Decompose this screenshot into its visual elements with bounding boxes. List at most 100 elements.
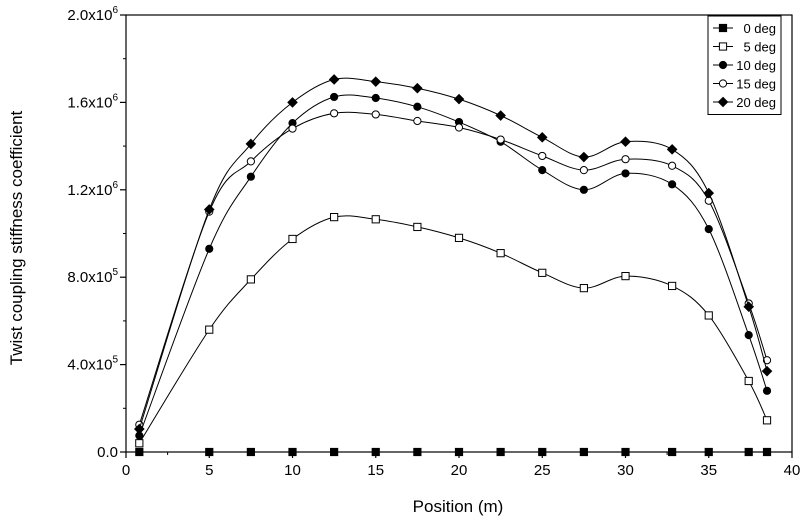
data-point [371, 215, 380, 224]
data-point [413, 116, 422, 126]
y-tick-label: 4.0x105 [67, 355, 118, 374]
data-point [330, 92, 339, 102]
data-point [703, 187, 715, 199]
data-point [761, 365, 773, 377]
plot-frame [125, 14, 793, 453]
y-tick-label: 1.2x106 [67, 180, 118, 199]
series-3 [135, 109, 772, 429]
data-point [743, 301, 755, 313]
data-point [704, 311, 713, 320]
data-point [454, 447, 464, 457]
data-point [246, 447, 255, 457]
data-point [762, 447, 772, 457]
x-tick-label: 0 [122, 462, 130, 479]
legend-label: 10 deg [736, 58, 776, 73]
data-point [413, 222, 422, 232]
series-layer [134, 74, 773, 457]
legend-label: 15 deg [736, 77, 776, 92]
data-point [246, 172, 255, 181]
data-point [620, 136, 631, 148]
data-point [412, 82, 423, 94]
data-point [496, 135, 505, 144]
legend-marker [718, 23, 728, 33]
series-4 [134, 74, 773, 435]
legend-label: 20 deg [736, 95, 776, 110]
data-point [621, 155, 630, 164]
data-point [621, 272, 630, 281]
data-point [762, 386, 772, 395]
data-point [205, 447, 214, 457]
data-point [454, 233, 464, 242]
data-point [538, 268, 547, 277]
data-point [668, 281, 677, 291]
data-point [496, 447, 505, 457]
data-point [538, 166, 547, 175]
data-point [666, 144, 678, 155]
data-point [246, 275, 255, 284]
data-point [668, 161, 677, 170]
data-point [538, 447, 547, 457]
data-point [245, 138, 257, 150]
series-1 [135, 213, 772, 448]
data-point [287, 97, 298, 108]
data-point [371, 110, 380, 119]
series-2 [135, 92, 772, 440]
data-point [704, 447, 713, 457]
data-point [288, 124, 297, 133]
x-axis-title: Position (m) [413, 497, 504, 516]
y-tick-label: 2.0x106 [67, 5, 118, 24]
data-point [203, 204, 215, 215]
axes: 0 5 10 15 20 25 30 35 40 0.0 4.0x105 8.0x105 1.2x106… [67, 5, 800, 479]
data-point [579, 185, 588, 194]
data-point [370, 76, 382, 87]
legend-label: 5 deg [743, 40, 776, 55]
data-point [288, 447, 297, 457]
legend-marker [718, 42, 728, 51]
series-line [138, 215, 768, 444]
data-point [371, 447, 380, 457]
data-point [536, 132, 548, 143]
data-point [453, 93, 465, 105]
data-point [330, 109, 339, 118]
data-point [413, 447, 422, 457]
data-point [134, 423, 145, 435]
data-point [579, 284, 588, 293]
data-point [668, 447, 677, 457]
legend-marker [718, 60, 728, 70]
x-tick-label: 25 [534, 462, 551, 479]
data-point [246, 157, 255, 166]
x-tick-label: 30 [617, 462, 634, 479]
data-point [135, 439, 144, 448]
data-point [413, 102, 422, 111]
data-point [288, 234, 297, 244]
data-point [330, 447, 339, 457]
data-point [621, 169, 630, 178]
y-tick-label: 1.6x106 [67, 92, 118, 111]
legend: 0 deg 5 deg 10 deg 15 deg 20 deg [707, 15, 782, 115]
data-point [495, 110, 506, 121]
data-point [579, 447, 588, 457]
data-point [135, 447, 144, 457]
x-tick-label: 20 [451, 462, 468, 479]
y-axis-title: Twist coupling stiffness coefficient [7, 110, 26, 365]
data-point [762, 416, 772, 425]
x-tick-label: 35 [700, 462, 717, 479]
x-tick-label: 10 [284, 462, 301, 479]
data-point [579, 166, 588, 175]
series-line [138, 77, 768, 430]
data-point [744, 331, 753, 340]
data-point [762, 356, 772, 365]
data-point [205, 244, 214, 253]
data-point [621, 447, 630, 457]
data-point [205, 325, 214, 334]
series-line [138, 111, 768, 425]
x-tick-label: 40 [784, 462, 800, 479]
data-point [744, 376, 753, 386]
data-point [328, 74, 340, 85]
data-point [454, 123, 464, 132]
data-point [704, 225, 713, 234]
data-point [330, 213, 339, 222]
data-point [668, 180, 677, 189]
